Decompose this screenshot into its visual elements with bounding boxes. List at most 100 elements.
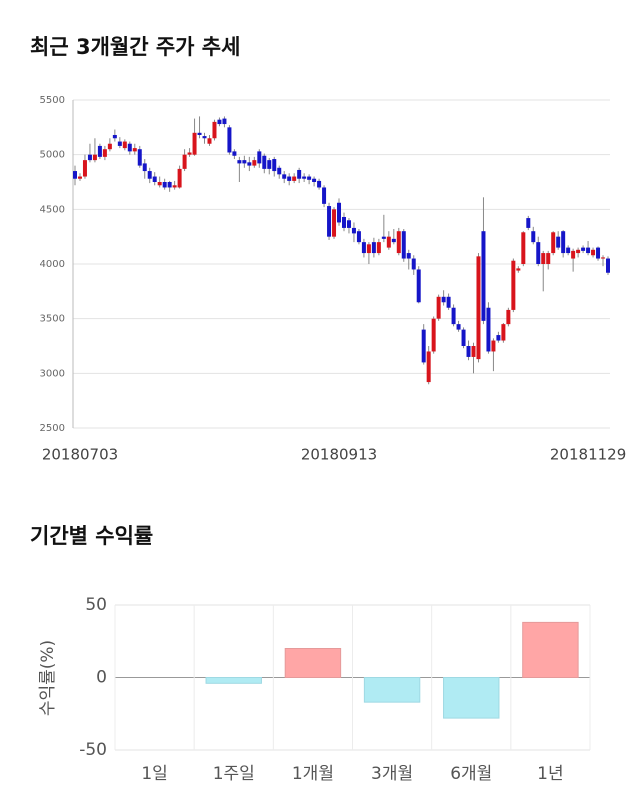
candle-body: [232, 151, 237, 156]
candle-body: [197, 132, 202, 135]
candle-body: [292, 176, 297, 181]
candle-body: [426, 351, 431, 383]
candle-body: [546, 253, 551, 264]
bar: [284, 648, 342, 678]
x-tick-label: 20180913: [301, 446, 377, 464]
candle-body: [252, 160, 257, 166]
candle-body: [471, 346, 476, 357]
candle-body: [272, 159, 277, 172]
y-tick-label: -50: [79, 740, 107, 760]
candle-body: [132, 148, 137, 152]
candle-body: [117, 141, 122, 146]
x-tick-label: 6개월: [450, 764, 492, 784]
bar: [443, 677, 500, 719]
candle-body: [157, 182, 162, 186]
x-tick-label: 1개월: [292, 764, 334, 784]
candle-body: [107, 143, 112, 150]
candle-body: [381, 236, 386, 239]
candle-body: [351, 227, 356, 234]
candle-body: [172, 185, 177, 188]
candle-body: [476, 256, 481, 360]
candle-body: [327, 206, 332, 237]
candle-body: [287, 176, 292, 181]
y-axis-label: 수익률(%): [38, 640, 58, 716]
x-tick-label: 1주일: [213, 764, 255, 784]
y-tick-label: 50: [85, 595, 107, 615]
candle-body: [356, 231, 361, 243]
candle-body: [416, 269, 421, 303]
candle-body: [481, 231, 486, 321]
candle-body: [596, 247, 601, 259]
candle-body: [97, 145, 102, 157]
candle-body: [307, 176, 312, 180]
candle-body: [451, 307, 456, 325]
candle-body: [361, 242, 366, 254]
candle-body: [391, 238, 396, 243]
candle-body: [177, 168, 182, 188]
candle-body: [122, 141, 127, 149]
bar: [522, 621, 579, 679]
candle-body: [396, 231, 401, 254]
candle-body: [267, 160, 272, 169]
candle-body: [247, 162, 252, 166]
candle-body: [581, 247, 586, 251]
y-tick-label: 4000: [40, 259, 65, 270]
y-tick-label: 2500: [40, 423, 65, 434]
x-tick-label: 20181129: [550, 446, 626, 464]
candle-body: [77, 176, 82, 179]
candle-body: [282, 174, 287, 179]
candle-body: [312, 178, 317, 182]
candle-body: [606, 258, 610, 273]
candle-body: [436, 296, 441, 319]
candle-body: [227, 127, 232, 153]
candle-body: [207, 138, 212, 144]
candle-body: [297, 169, 302, 179]
candle-body: [322, 187, 327, 204]
candle-body: [491, 340, 496, 352]
candle-body: [561, 231, 566, 254]
y-tick-label: 5500: [40, 95, 65, 106]
candle-body: [406, 253, 411, 259]
candle-body: [556, 236, 561, 248]
candle-body: [576, 249, 581, 254]
y-tick-label: 0: [96, 668, 107, 688]
candle-body: [531, 231, 536, 243]
candle-body: [332, 209, 337, 237]
candle-body: [222, 118, 227, 125]
candle-body: [441, 296, 446, 303]
candle-body: [586, 247, 591, 254]
candle-body: [212, 121, 217, 139]
candle-body: [401, 231, 406, 259]
candle-body: [501, 324, 506, 341]
candle-body: [421, 329, 426, 363]
candle-body: [446, 296, 451, 308]
candle-body: [242, 160, 247, 164]
candle-body: [87, 154, 92, 161]
x-tick-label: 1년: [537, 764, 563, 784]
candle-body: [511, 260, 516, 310]
candle-body: [456, 324, 461, 330]
x-tick-label: 20180703: [42, 446, 118, 464]
candle-body: [521, 232, 526, 264]
chart-title: 최근 3개월간 주가 추세: [30, 35, 240, 59]
candle-body: [147, 171, 152, 179]
candle-body: [192, 132, 197, 155]
candle-body: [262, 155, 267, 169]
candle-body: [571, 250, 576, 259]
candle-body: [182, 154, 187, 169]
candle-body: [302, 176, 307, 179]
candle-body: [167, 182, 172, 188]
bar: [205, 677, 262, 684]
candle-body: [152, 176, 157, 182]
candle-body: [337, 202, 342, 223]
candle-body: [127, 143, 132, 152]
candle-body: [92, 154, 97, 161]
candle-body: [536, 242, 541, 264]
candle-body: [376, 242, 381, 254]
candle-body: [112, 134, 117, 139]
candle-body: [162, 182, 167, 188]
bar: [363, 677, 421, 703]
candle-body: [601, 257, 606, 259]
candle-body: [516, 268, 521, 271]
y-tick-label: 3500: [40, 314, 65, 325]
